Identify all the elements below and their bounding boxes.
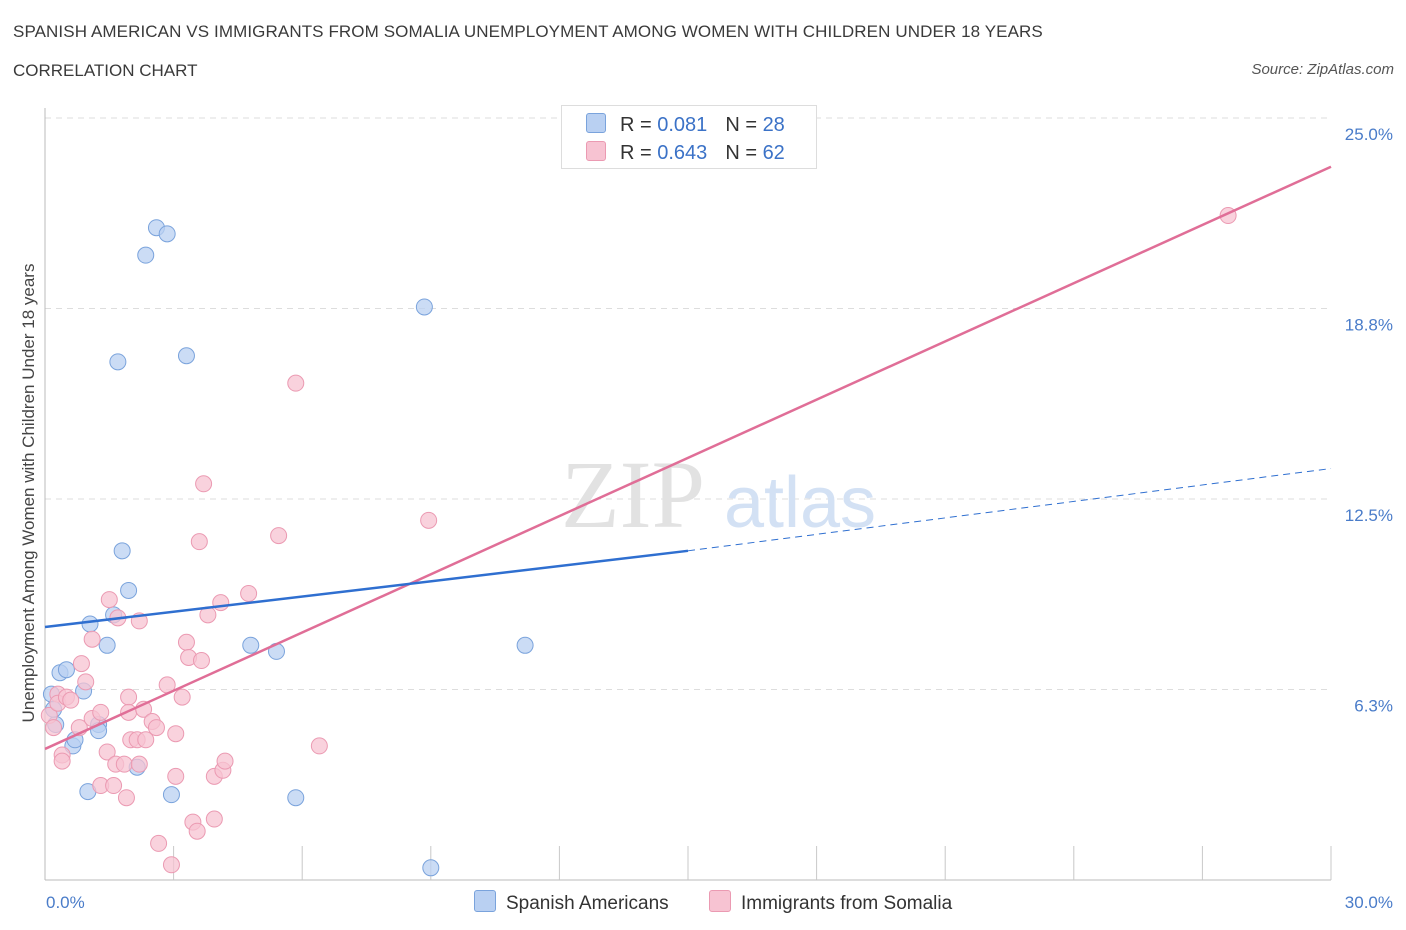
somalia-point bbox=[72, 655, 90, 673]
somalia-point bbox=[188, 822, 206, 840]
spanish-american-point bbox=[113, 542, 131, 560]
blue-swatch-icon bbox=[474, 890, 496, 912]
spanish-american-point bbox=[516, 636, 534, 654]
somalia-point bbox=[98, 743, 116, 761]
somalia-point bbox=[177, 633, 195, 651]
axes-layer bbox=[44, 108, 1332, 881]
somalia-point bbox=[147, 719, 165, 737]
legend-n-label: N = bbox=[725, 114, 763, 136]
somalia-point bbox=[195, 475, 213, 493]
somalia-point bbox=[205, 810, 223, 828]
chart-subtitle: CORRELATION CHART bbox=[13, 61, 198, 80]
legend-row-spanish-americans: R = 0.081 N = 28 bbox=[586, 113, 785, 137]
somalia-point bbox=[162, 856, 180, 874]
spanish-american-point bbox=[98, 636, 116, 654]
legend-r-label: R = bbox=[620, 114, 658, 136]
legend-n-value: 28 bbox=[762, 114, 785, 136]
somalia-trend-line bbox=[44, 165, 1332, 751]
chart-title: SPANISH AMERICAN VS IMMIGRANTS FROM SOMA… bbox=[13, 22, 1043, 41]
somalia-point bbox=[77, 673, 95, 691]
spanish-american-point bbox=[120, 581, 138, 599]
somalia-point bbox=[287, 374, 305, 392]
spanish-americans-trend-line bbox=[44, 549, 689, 629]
spanish-americans-points bbox=[42, 219, 534, 877]
spanish-american-point bbox=[162, 786, 180, 804]
bottom-legend-label: Immigrants from Somalia bbox=[741, 893, 953, 914]
spanish-american-point bbox=[57, 661, 75, 679]
spanish-american-point bbox=[422, 859, 440, 877]
somalia-point bbox=[167, 767, 185, 785]
somalia-point bbox=[270, 527, 288, 545]
legend-n-value: 62 bbox=[762, 142, 785, 164]
somalia-point bbox=[173, 688, 191, 706]
y-tick-label: 25.0% bbox=[1345, 125, 1393, 144]
somalia-point bbox=[92, 703, 110, 721]
somalia-point bbox=[120, 688, 138, 706]
legend-n-label: N = bbox=[725, 142, 763, 164]
pink-swatch-icon bbox=[586, 141, 606, 161]
somalia-point bbox=[53, 752, 71, 770]
y-tick-label: 12.5% bbox=[1345, 506, 1393, 525]
somalia-point bbox=[100, 591, 118, 609]
watermark: ZIP atlas bbox=[561, 441, 876, 548]
somalia-point bbox=[137, 731, 155, 749]
somalia-point bbox=[310, 737, 328, 755]
bottom-legend-label: Spanish Americans bbox=[506, 893, 669, 914]
x-tick-label: 0.0% bbox=[46, 893, 85, 912]
somalia-point bbox=[420, 511, 438, 529]
y-tick-label: 6.3% bbox=[1354, 697, 1393, 716]
somalia-point bbox=[150, 834, 168, 852]
legend-r-label: R = bbox=[620, 142, 658, 164]
spanish-american-point bbox=[137, 246, 155, 264]
somalia-point bbox=[130, 755, 148, 773]
pink-swatch-icon bbox=[709, 890, 731, 912]
y-axis-label: Unemployment Among Women with Children U… bbox=[19, 264, 38, 723]
y-tick-label: 18.8% bbox=[1345, 316, 1393, 335]
chart-source: Source: ZipAtlas.com bbox=[1251, 61, 1394, 78]
spanish-american-point bbox=[81, 615, 99, 633]
legend-r-value: 0.643 bbox=[657, 142, 708, 164]
blue-swatch-icon bbox=[586, 113, 606, 133]
watermark-zip: ZIP bbox=[561, 441, 705, 548]
somalia-point bbox=[190, 533, 208, 551]
spanish-american-point bbox=[242, 636, 260, 654]
spanish-american-point bbox=[177, 347, 195, 365]
somalia-point bbox=[115, 755, 133, 773]
correlation-legend: R = 0.081 N = 28 R = 0.643 N = 62 bbox=[561, 105, 817, 169]
legend-r-value: 0.081 bbox=[657, 114, 708, 136]
somalia-point bbox=[240, 584, 258, 602]
somalia-point bbox=[117, 789, 135, 807]
bottom-legend-somalia[interactable]: Immigrants from Somalia bbox=[709, 890, 952, 915]
tick-labels: 6.3% 12.5% 18.8% 25.0% 0.0% 30.0% bbox=[46, 125, 1393, 912]
somalia-point bbox=[216, 752, 234, 770]
somalia-point bbox=[167, 725, 185, 743]
somalia-point bbox=[62, 691, 80, 709]
legend-row-somalia: R = 0.643 N = 62 bbox=[586, 141, 785, 165]
trend-lines bbox=[44, 165, 1332, 751]
somalia-point bbox=[83, 630, 101, 648]
bottom-legend-spanish-americans[interactable]: Spanish Americans bbox=[474, 890, 669, 915]
somalia-point bbox=[45, 719, 63, 737]
somalia-point bbox=[212, 594, 230, 612]
watermark-atlas: atlas bbox=[724, 463, 876, 543]
x-tick-label: 30.0% bbox=[1345, 893, 1393, 912]
spanish-american-point bbox=[109, 353, 127, 371]
spanish-american-point bbox=[415, 298, 433, 316]
somalia-point bbox=[192, 652, 210, 670]
spanish-americans-trend-extension bbox=[687, 468, 1332, 552]
somalia-point bbox=[105, 777, 123, 795]
somalia-points bbox=[40, 207, 1237, 874]
spanish-american-point bbox=[158, 225, 176, 243]
spanish-american-point bbox=[287, 789, 305, 807]
